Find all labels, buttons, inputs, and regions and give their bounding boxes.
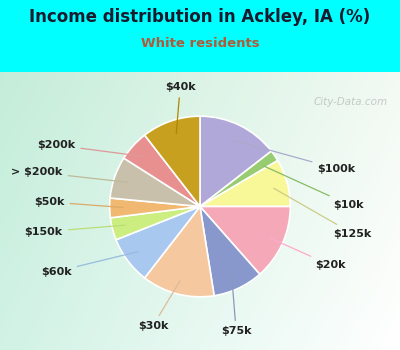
Wedge shape (116, 206, 200, 278)
Wedge shape (200, 206, 290, 274)
Text: $30k: $30k (138, 281, 180, 331)
Text: $75k: $75k (221, 276, 251, 336)
Wedge shape (124, 135, 200, 206)
Text: City-Data.com: City-Data.com (314, 97, 388, 107)
Text: $125k: $125k (274, 188, 372, 239)
Text: $100k: $100k (235, 141, 356, 174)
Text: $20k: $20k (270, 238, 346, 270)
Text: > $200k: > $200k (12, 167, 127, 182)
Text: $200k: $200k (37, 140, 142, 156)
Text: $40k: $40k (165, 82, 196, 134)
Wedge shape (145, 206, 214, 297)
Wedge shape (110, 198, 200, 218)
Text: $50k: $50k (34, 197, 123, 208)
Text: $10k: $10k (264, 166, 364, 210)
Wedge shape (145, 116, 200, 206)
Text: White residents: White residents (141, 36, 259, 50)
Text: $60k: $60k (41, 252, 138, 276)
Wedge shape (200, 206, 260, 296)
Wedge shape (200, 151, 278, 206)
Wedge shape (200, 161, 290, 206)
Text: Income distribution in Ackley, IA (%): Income distribution in Ackley, IA (%) (29, 8, 371, 26)
Wedge shape (110, 206, 200, 240)
Text: $150k: $150k (24, 225, 126, 237)
Wedge shape (110, 158, 200, 206)
Wedge shape (200, 116, 271, 206)
